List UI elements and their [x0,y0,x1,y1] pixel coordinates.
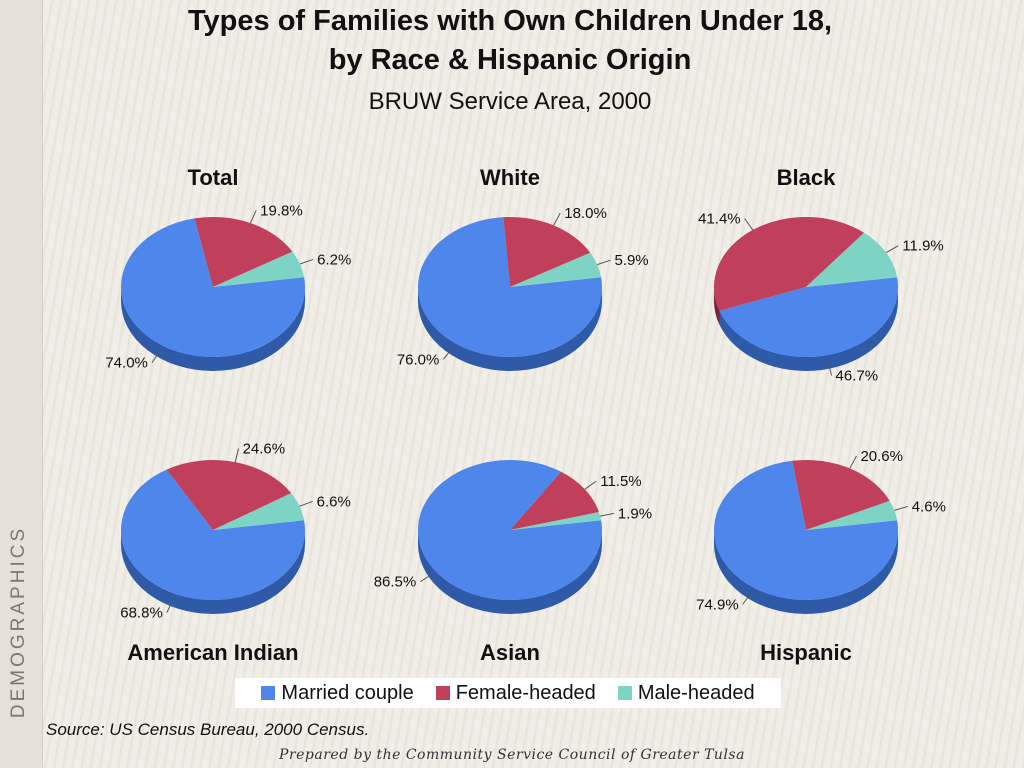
data-label: 1.9% [618,505,652,522]
pie-slice-married-couple [121,218,306,358]
data-label: 11.5% [600,473,641,490]
pie-slice-male-headed [213,493,305,530]
data-label: 18.0% [564,205,607,222]
pie-slice-male-headed [806,500,898,530]
leader-line [299,500,313,507]
pie-side-married-couple [121,287,305,371]
data-label: 74.0% [105,355,148,372]
pie-title: White [480,165,540,190]
data-label: 41.4% [698,210,741,227]
pie-title: Asian [480,640,540,665]
pie-slice-female-headed [713,216,865,311]
pie-slice-married-couple [121,469,306,601]
pie-slice-female-headed [503,217,591,287]
pie-american-indian: 68.8% 24.6% 6.6% American Indian [120,440,351,665]
pie-side-married-couple [418,530,602,614]
title-line-1: Types of Families with Own Children Unde… [187,5,833,37]
legend-item-married: Married couple [261,681,414,705]
chart-title: Types of Families with Own Children Unde… [60,2,960,80]
legend-label-male: Male-headed [637,681,755,704]
pie-white: 76.0% 18.0% 5.9% White [397,165,649,371]
leader-line [597,259,611,266]
legend-label-married: Married couple [281,681,414,704]
leader-line [299,258,314,265]
data-label: 5.9% [614,252,648,269]
leader-line [744,218,754,231]
legend-item-male: Male-headed [617,681,755,705]
pie-side-married-couple [418,287,602,371]
pie-slice-female-headed [792,460,890,530]
leader-line [894,505,908,511]
pie-slice-married-couple [418,460,602,600]
pie-slice-married-couple [714,460,899,600]
leader-line [600,512,614,517]
leader-line [166,599,174,613]
leader-line [419,573,433,583]
pie-slice-female-headed [510,471,599,530]
footer-credit: Prepared by the Community Service Counci… [279,747,745,763]
data-label: 86.5% [374,574,417,591]
pie-asian: 86.5% 11.5% 1.9% Asian [374,460,652,665]
pie-title: Black [777,165,836,190]
legend-item-female: Female-headed [435,681,596,705]
data-label: 20.6% [860,448,903,465]
pie-side-married-couple [719,287,899,372]
sidebar: DEMOGRAPHICS [0,0,43,768]
data-label: 68.8% [120,605,163,622]
pie-side-married-couple [121,530,305,614]
pie-side-female-headed [714,287,720,325]
pie-side-married-couple [714,530,898,614]
legend: Married couple Female-headed Male-headed [235,678,781,708]
leader-line [827,361,833,376]
leader-line [442,348,453,360]
pie-slice-female-headed [166,460,292,530]
data-label: 6.2% [317,251,351,268]
pie-slice-male-headed [806,232,898,287]
pie-black: 46.7% 41.4% 11.9% Black [698,165,944,385]
pie-slice-male-headed [213,251,305,287]
data-label: 46.7% [836,368,879,385]
pie-title: Hispanic [760,640,852,665]
leader-line [885,245,899,254]
leader-line [250,210,257,224]
pie-title: American Indian [127,640,298,665]
chart-subtitle: BRUW Service Area, 2000 [368,88,652,115]
data-label: 76.0% [397,351,440,368]
leader-line [849,455,857,469]
leader-line [151,350,161,363]
data-label: 19.8% [260,202,303,219]
pie-slice-married-couple [719,277,898,357]
legend-swatch-married [261,686,276,700]
data-label: 24.6% [243,440,286,457]
pie-slice-female-headed [194,217,293,287]
data-label: 6.6% [317,493,351,510]
legend-swatch-female [435,686,450,700]
pie-total: 74.0% 19.8% 6.2% Total [105,165,351,372]
pie-slice-male-headed [510,252,602,287]
legend-label-female: Female-headed [455,681,596,704]
data-label: 74.9% [696,596,739,613]
leader-line [553,212,561,226]
leader-line [584,480,597,490]
pie-slice-male-headed [510,512,602,530]
pie-hispanic: 74.9% 20.6% 4.6% Hispanic [696,448,946,665]
leader-line [742,592,752,605]
legend-swatch-male [617,686,632,700]
source-note: Source: US Census Bureau, 2000 Census. [46,720,370,739]
leader-line [234,448,240,463]
data-label: 11.9% [902,238,943,255]
pie-slice-married-couple [418,217,603,357]
pie-title: Total [188,165,239,190]
data-label: 4.6% [912,498,946,515]
title-line-2: by Race & Hispanic Origin [328,44,692,76]
